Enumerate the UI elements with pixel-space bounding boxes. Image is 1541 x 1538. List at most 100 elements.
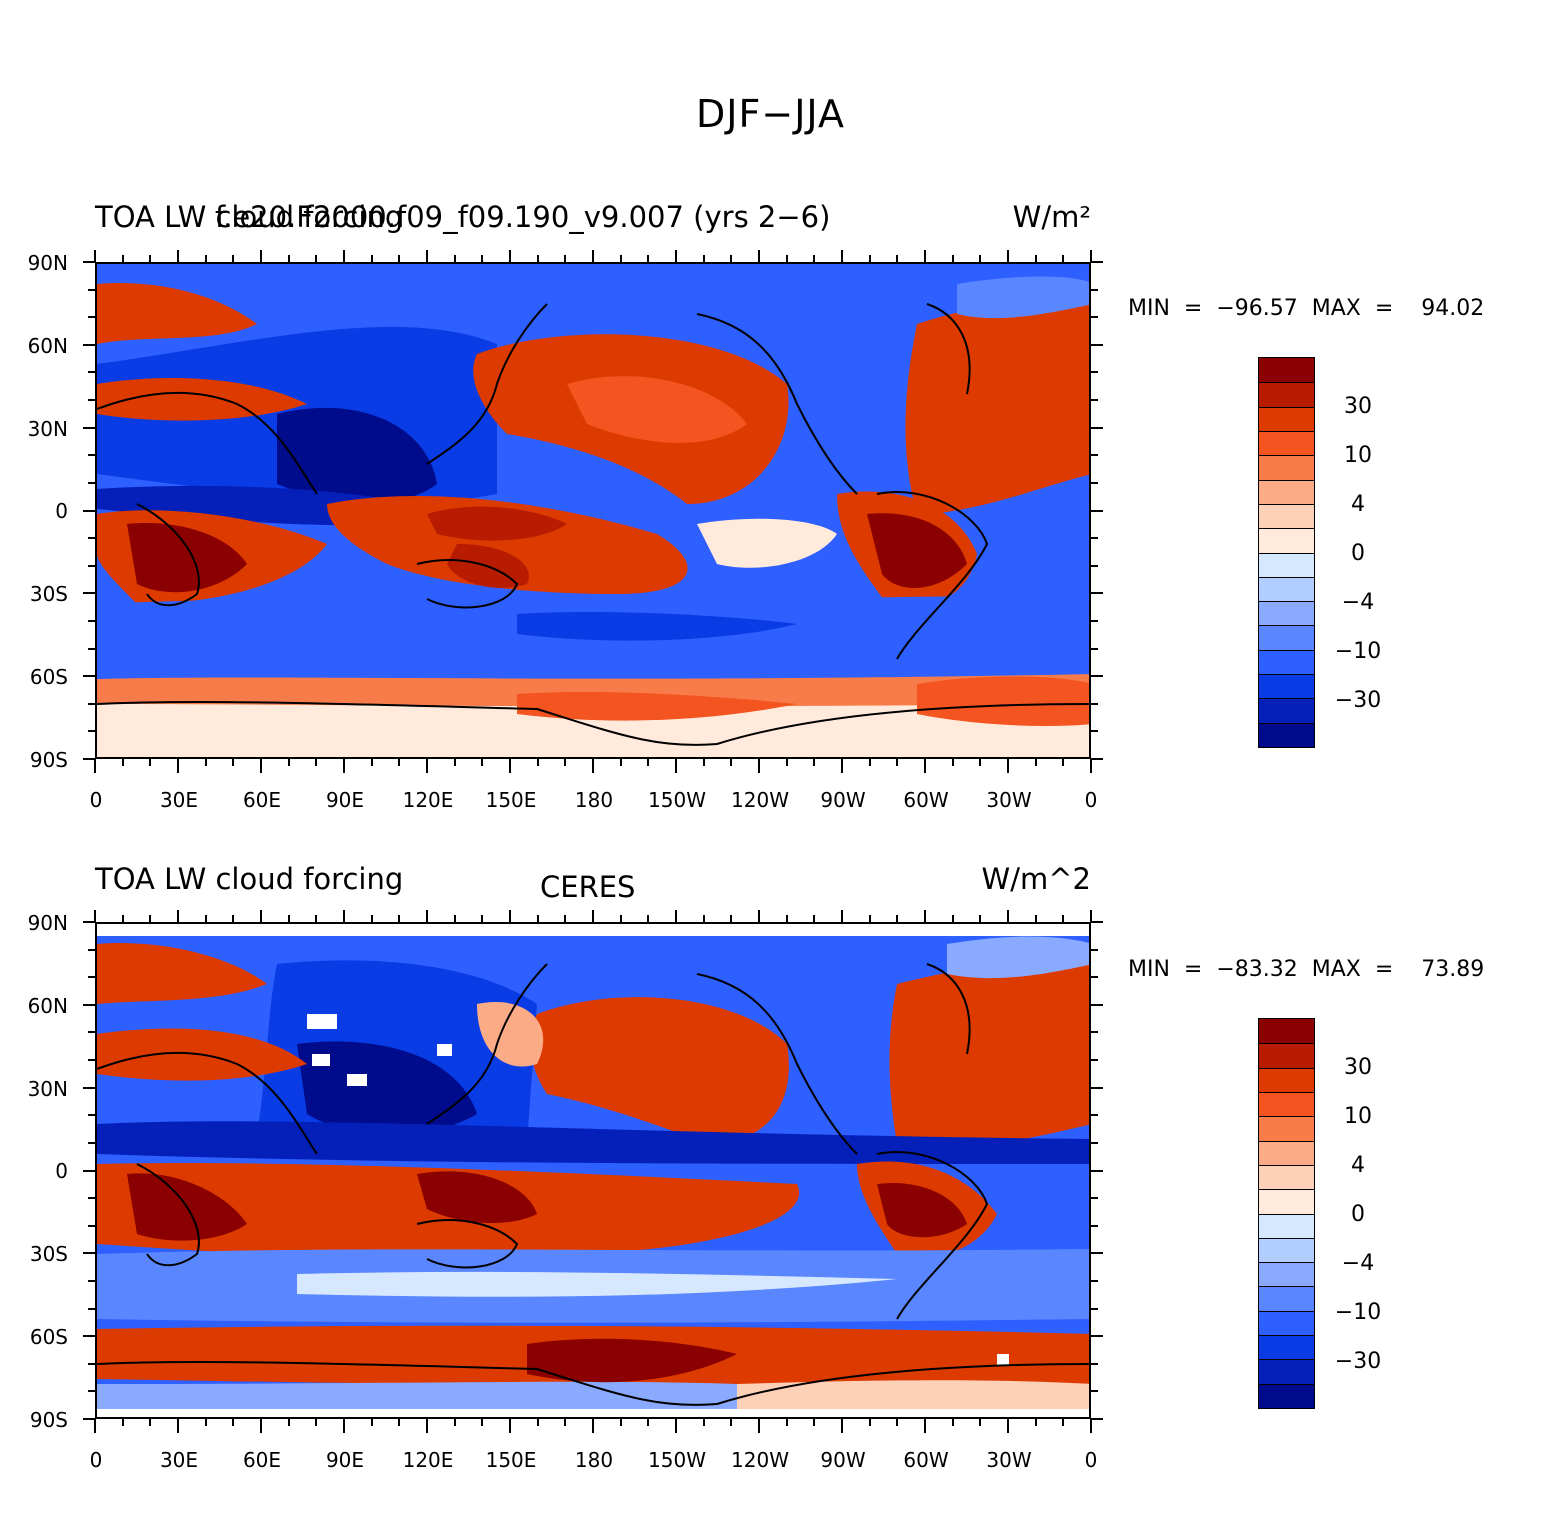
axis-tick <box>1091 1059 1098 1062</box>
axis-tick <box>896 915 899 922</box>
axis-tick <box>675 910 677 922</box>
axis-tick <box>315 759 318 766</box>
axis-tick <box>481 759 484 766</box>
axis-tick <box>88 1362 95 1365</box>
panel-2-lon-label: 180 <box>574 1448 614 1472</box>
axis-tick <box>813 759 816 766</box>
panel-1-variable-title: TOA LW cloud forcing <box>95 200 404 234</box>
axis-tick <box>509 1419 511 1433</box>
panel-1-lat-label: 60N <box>27 334 68 358</box>
panel-2-colorbar <box>1258 1018 1315 1409</box>
axis-tick <box>204 759 207 766</box>
axis-tick <box>287 915 290 922</box>
axis-tick <box>1062 255 1065 262</box>
axis-tick <box>868 255 871 262</box>
axis-tick <box>1091 1197 1098 1200</box>
axis-tick <box>841 1419 843 1433</box>
axis-tick <box>619 1419 622 1426</box>
panel-2-units: W/m^2 <box>981 862 1091 896</box>
panel-2-lat-label: 30S <box>29 1242 68 1266</box>
axis-tick <box>88 647 95 650</box>
axis-tick <box>426 910 428 922</box>
axis-tick <box>675 250 677 262</box>
axis-tick <box>979 1419 982 1426</box>
axis-tick <box>1090 1419 1092 1433</box>
axis-tick <box>315 1419 318 1426</box>
panel-1-lon-label: 150E <box>485 788 537 812</box>
axis-tick <box>204 1419 207 1426</box>
panel-1-lon-label: 30W <box>986 788 1032 812</box>
colorbar-box <box>1259 1116 1314 1141</box>
axis-tick <box>1007 1419 1009 1433</box>
axis-tick <box>453 255 456 262</box>
axis-tick <box>149 255 152 262</box>
panel-2-lon-label: 60W <box>903 1448 949 1472</box>
panel-1-map <box>95 262 1091 759</box>
axis-tick <box>1091 426 1103 429</box>
panel-1-lon-label: 30E <box>159 788 199 812</box>
axis-tick <box>287 255 290 262</box>
axis-tick <box>1062 1419 1065 1426</box>
axis-tick <box>481 255 484 262</box>
axis-tick <box>481 1419 484 1426</box>
axis-tick <box>343 759 345 773</box>
axis-tick <box>868 915 871 922</box>
axis-tick <box>1091 1169 1103 1172</box>
panel-1-lon-label: 90W <box>820 788 866 812</box>
panel-2-lat-label: 60S <box>29 1325 68 1349</box>
axis-tick <box>370 255 373 262</box>
axis-tick <box>979 915 982 922</box>
panel-1-colorbar-label: −30 <box>1334 688 1382 713</box>
colorbar-box <box>1259 1359 1314 1384</box>
panel-2-colorbar-label: 30 <box>1344 1055 1372 1080</box>
axis-tick <box>564 759 567 766</box>
axis-tick <box>813 915 816 922</box>
panel-1-lon-label: 0 <box>89 788 103 812</box>
axis-tick <box>813 1419 816 1426</box>
axis-tick <box>647 915 650 922</box>
axis-tick <box>1091 1114 1098 1117</box>
axis-tick <box>758 1419 760 1433</box>
colorbar-box <box>1259 649 1314 675</box>
axis-tick <box>564 1419 567 1426</box>
axis-tick <box>88 702 95 705</box>
axis-tick <box>619 255 622 262</box>
axis-tick <box>896 759 899 766</box>
panel-2-colorbar-label: 0 <box>1351 1202 1365 1227</box>
colorbar-box <box>1259 1286 1314 1311</box>
axis-tick <box>343 250 345 262</box>
panel-1-lon-label: 120W <box>731 788 789 812</box>
axis-tick <box>287 759 290 766</box>
axis-tick <box>1091 1307 1098 1310</box>
panel-1-lat-label: 90S <box>29 748 68 772</box>
axis-tick <box>121 759 124 766</box>
panel-2-lon-label: 90E <box>325 1448 365 1472</box>
axis-tick <box>149 915 152 922</box>
colorbar-box <box>1259 1383 1314 1408</box>
axis-tick <box>370 915 373 922</box>
axis-tick <box>88 976 95 979</box>
axis-tick <box>83 426 95 429</box>
axis-tick <box>1034 255 1037 262</box>
axis-tick <box>1091 702 1098 705</box>
axis-tick <box>979 255 982 262</box>
axis-tick <box>1091 948 1098 951</box>
axis-tick <box>1091 343 1103 346</box>
axis-tick <box>1062 759 1065 766</box>
axis-tick <box>758 910 760 922</box>
axis-tick <box>785 255 788 262</box>
axis-tick <box>592 910 594 922</box>
panel-2-colorbar-label: 4 <box>1351 1153 1365 1178</box>
colorbar-box <box>1259 576 1314 602</box>
axis-tick <box>88 1114 95 1117</box>
axis-tick <box>426 759 428 773</box>
colorbar-box <box>1259 1213 1314 1238</box>
colorbar-box <box>1259 601 1314 626</box>
axis-tick <box>896 255 899 262</box>
colorbar-box <box>1259 503 1314 529</box>
axis-tick <box>702 255 705 262</box>
axis-tick <box>619 915 622 922</box>
panel-1-lon-label: 150W <box>648 788 706 812</box>
axis-tick <box>1091 509 1103 512</box>
axis-tick <box>730 1419 733 1426</box>
